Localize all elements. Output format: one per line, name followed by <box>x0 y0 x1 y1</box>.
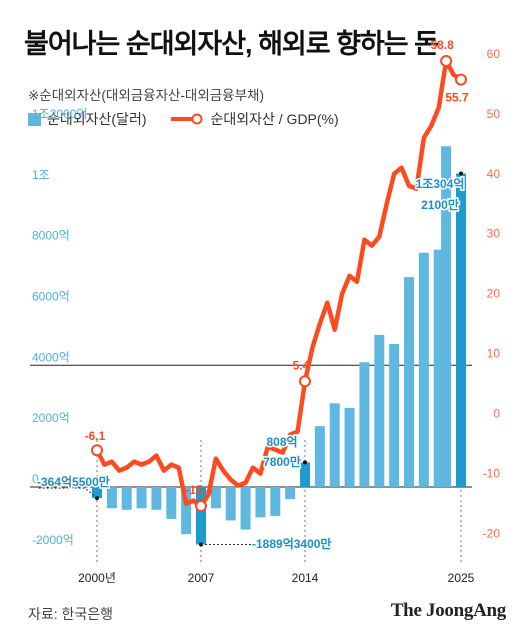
left-tick-label: -2000억 <box>32 533 74 547</box>
left-tick-label: 1조 <box>32 168 50 182</box>
left-tick-label: 4000억 <box>32 350 70 364</box>
bar <box>285 486 296 500</box>
bar <box>270 486 281 516</box>
x-tick-label: 2007 <box>188 571 215 585</box>
left-tick-label: 1조2000억 <box>32 107 87 121</box>
chart-title: 불어나는 순대외자산, 해외로 향하는 돈 <box>24 29 439 59</box>
legend-bar-label: 순대외자산(달러) <box>47 111 147 127</box>
bar <box>151 486 162 510</box>
bar <box>300 462 310 487</box>
bar-value-label: -1889억3400만 <box>252 536 331 551</box>
right-tick-label: 30 <box>487 227 501 241</box>
right-tick-label: -10 <box>483 467 501 481</box>
right-tick-label: 0 <box>493 407 500 421</box>
brand-logo: The JoongAng <box>390 600 506 621</box>
line-point-marker <box>455 73 467 86</box>
bar-value-label: 1조304억 <box>416 177 465 191</box>
bar <box>404 277 414 487</box>
bar <box>181 486 192 535</box>
source-note: 자료: 한국은행 <box>28 606 114 622</box>
bar-point-marker <box>459 171 463 176</box>
right-tick-label: 60 <box>487 47 501 61</box>
left-tick-label: 2000억 <box>32 411 70 425</box>
left-tick-label: 6000억 <box>32 289 70 303</box>
line-value-label: 55.7 <box>445 91 469 105</box>
x-tick-label: 2014 <box>292 571 319 585</box>
bar-value-label: 7800만 <box>263 454 301 469</box>
x-tick-label: 2025 <box>448 571 475 585</box>
gdp-ratio-line <box>94 58 464 509</box>
right-tick-label: 10 <box>487 347 501 361</box>
chart-subtitle: ※순대외자산(대외금융자산-대외금융부채) <box>28 88 264 103</box>
legend: 순대외자산(달러) 순대외자산 / GDP(%) <box>28 109 339 129</box>
bar <box>389 344 400 487</box>
line-point-marker <box>91 444 103 457</box>
line-value-label: 58.8 <box>430 38 454 52</box>
bar <box>166 486 177 519</box>
bar <box>136 486 147 509</box>
right-tick-label: 50 <box>487 107 501 121</box>
legend-line-swatch <box>171 113 203 125</box>
label-leader <box>37 487 98 499</box>
bar <box>418 252 429 487</box>
line-value-label: 5.4 <box>293 358 310 372</box>
bar <box>196 486 206 545</box>
bar <box>314 426 325 487</box>
bar <box>225 486 236 521</box>
bar <box>456 173 466 487</box>
bar-value-label: 808억 <box>266 435 297 449</box>
right-tick-label: 40 <box>487 167 501 181</box>
bar <box>92 486 102 499</box>
right-tick-label: -20 <box>483 527 501 541</box>
bar <box>106 486 117 509</box>
bar-point-marker <box>303 460 307 465</box>
bar-value-label: -364억5500만 <box>37 474 110 489</box>
x-tick-label: 2000년 <box>78 571 116 585</box>
bar <box>255 486 266 518</box>
bar-value-label: 2100만 <box>421 197 459 212</box>
right-tick-label: 20 <box>487 287 501 301</box>
legend-bar-swatch <box>28 112 41 126</box>
left-tick-label: 0 <box>32 472 39 486</box>
bar <box>359 362 370 487</box>
line-point-marker <box>195 500 207 513</box>
bar <box>441 146 452 487</box>
bar <box>121 486 132 510</box>
left-tick-label: 8000억 <box>32 229 70 243</box>
line-point-marker <box>299 375 311 388</box>
legend-line-label: 순대외자산 / GDP(%) <box>210 111 339 127</box>
line-value-label: -15.4 <box>185 483 213 497</box>
bar <box>329 403 340 487</box>
bar <box>210 486 221 509</box>
bar <box>344 407 355 487</box>
line-point-marker <box>440 54 453 67</box>
bar <box>433 249 444 487</box>
bar <box>374 334 385 487</box>
line-value-label: -6.1 <box>85 429 106 443</box>
bar <box>240 486 251 530</box>
